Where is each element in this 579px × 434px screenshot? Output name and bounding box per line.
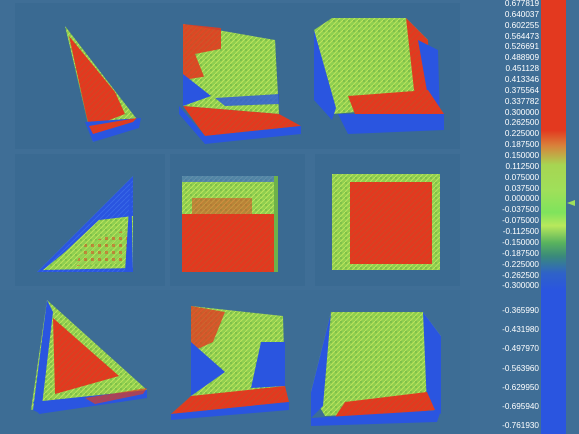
bracket-render[interactable]: [175, 14, 305, 144]
scale-tick-label: 0.677819: [504, 0, 539, 8]
scale-tick-label: -0.075000: [502, 216, 539, 226]
scale-tick-label: 0.564473: [504, 31, 539, 41]
bracket-alt-render[interactable]: [165, 302, 297, 422]
scale-tick-label: 0.225000: [504, 129, 539, 139]
scale-tick-label: 0.075000: [504, 172, 539, 182]
plate-back-view[interactable]: [330, 172, 442, 272]
triangle-pointer-icon[interactable]: [567, 200, 575, 206]
scale-tick-label: -0.695940: [502, 402, 539, 411]
scale-tick-label: 0.526691: [504, 42, 539, 52]
scale-tick-label: 0.187500: [504, 140, 539, 150]
scale-tick-label: -0.037500: [502, 205, 539, 215]
scale-tick-label: -0.497970: [502, 344, 539, 354]
scale-tick-label: -0.629950: [502, 382, 539, 392]
wedge-alt-render[interactable]: [25, 298, 153, 418]
scale-tick-label: -0.225000: [502, 259, 539, 269]
scale-tick-label: -0.262500: [502, 270, 539, 280]
scale-tick-label: 0.488909: [504, 53, 539, 63]
scale-tick-label: 0.640037: [504, 9, 539, 19]
corner-alt-render[interactable]: [305, 306, 447, 428]
scale-tick-label: 0.150000: [504, 151, 539, 161]
scale-tick-label: 0.300000: [504, 107, 539, 117]
color-scale-bar: [541, 0, 566, 434]
scale-tick-label: 0.112500: [505, 161, 539, 171]
plate-front-view[interactable]: [180, 174, 280, 274]
corner-render[interactable]: [308, 10, 448, 138]
scale-tick-label: 0.262500: [504, 118, 539, 128]
scale-tick-label: -0.563960: [502, 363, 539, 373]
scale-tick-label: 0.037500: [504, 183, 539, 193]
scale-tick-label: -0.150000: [502, 237, 539, 247]
scale-tick-label: -0.431980: [502, 325, 539, 335]
scale-tick-label: -0.112500: [502, 227, 539, 237]
scale-tick-label: 0.337782: [504, 96, 539, 106]
scale-tick-label: 0.602255: [504, 20, 539, 30]
scale-tick-label: 0.000000: [504, 194, 539, 204]
scale-tick-label: -0.761930: [502, 421, 539, 431]
scale-tick-label: -0.365990: [502, 306, 539, 315]
wedge-render[interactable]: [45, 18, 155, 146]
scale-tick-label: 0.451128: [505, 64, 539, 74]
scale-tick-label: 0.413346: [504, 75, 539, 85]
scale-tick-label: -0.300000: [502, 281, 539, 291]
triangle-side-view[interactable]: [35, 174, 139, 274]
scale-tick-label: -0.187500: [502, 248, 539, 258]
scale-tick-label: 0.375564: [504, 85, 539, 95]
